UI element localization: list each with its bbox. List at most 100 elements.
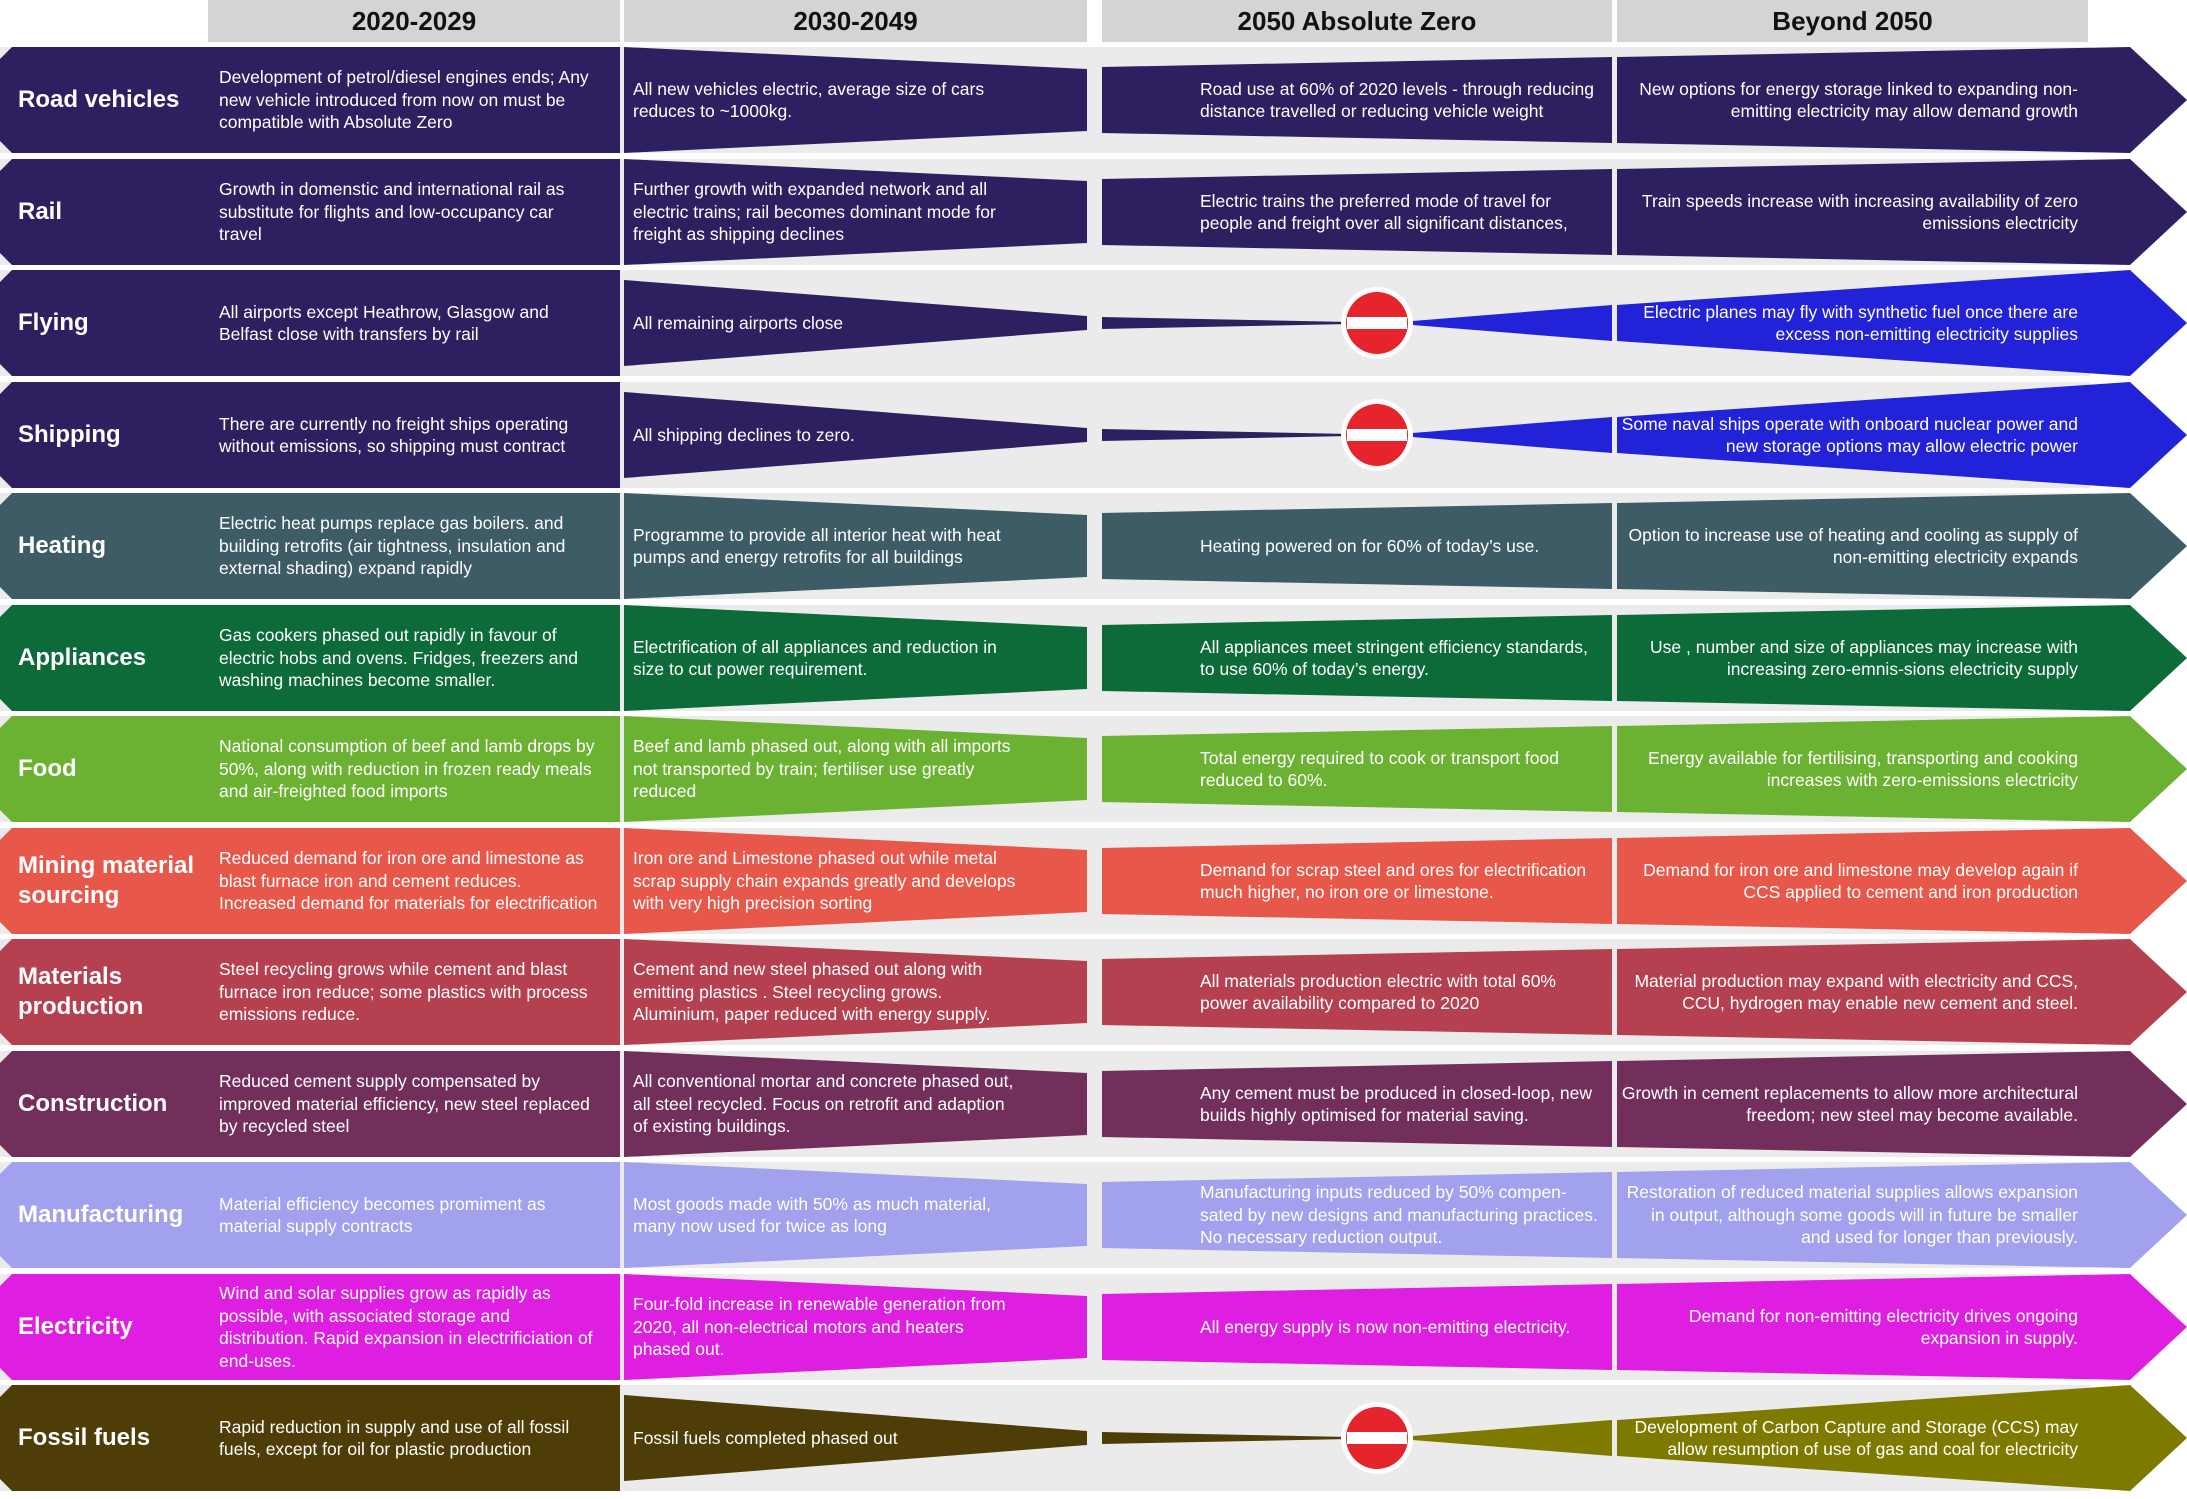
cell-2030-2049: All conventional mortar and concrete pha… [633, 1071, 1014, 1137]
band-segment-beyond-construction [1617, 1051, 2187, 1157]
band-segment-beyond-materials-production [1617, 939, 2187, 1045]
band-segment-beyond-appliances [1617, 605, 2187, 711]
cell-2050 [1200, 270, 1605, 376]
row-label: Rail [18, 198, 63, 225]
band-segment-2030-rail [624, 159, 1087, 265]
cell-beyond-2050: Material production may expand with elec… [1634, 970, 2078, 1014]
row-label: Road vehicles [18, 86, 180, 113]
cell-beyond-2050: Energy available for fertilising, transp… [1648, 747, 2078, 791]
band-segment-2030-heating [624, 493, 1087, 599]
cell-beyond-2050: Some naval ships operate with onboard nu… [1621, 413, 2078, 457]
band-segment-2030-construction [624, 1051, 1087, 1157]
no-entry-icon [1341, 1402, 1413, 1474]
band-segment-2050-mining-material-sourcing [1102, 838, 1612, 924]
row-band-flying [0, 270, 2187, 376]
band-segment-beyond-fossil-fuels [1617, 1385, 2187, 1491]
row-label: Appliances [18, 644, 147, 671]
row-label: Construction [18, 1090, 168, 1117]
no-entry-icon [1341, 287, 1413, 359]
cell-2020-2029: Reduced demand for iron ore and limeston… [219, 848, 598, 914]
band-segment-2050-construction [1102, 1061, 1612, 1147]
row-band-materials-production [0, 939, 2187, 1045]
column-header-2050-absolute-zero: 2050 Absolute Zero [1102, 0, 1612, 42]
cell-2050: Any cement must be produced in closed-lo… [1200, 1082, 1593, 1126]
band-segment-2030-mining-material-sourcing [624, 828, 1087, 934]
band-segment-2050-manufacturing [1102, 1172, 1612, 1258]
cell-2020-2029: Steel recycling grows while cement and b… [219, 959, 588, 1025]
row-band-road-vehicles [0, 47, 2187, 153]
band-segment-2030-appliances [624, 605, 1087, 711]
row-label: Fossil fuels [18, 1424, 151, 1451]
cell-2050: Heating powered on for 60% of today’s us… [1200, 535, 1540, 556]
band-segment-2050-in-fossil-fuels [1102, 1432, 1350, 1444]
cell-2020-2029: Material efficiency becomes promiment as… [219, 1193, 546, 1237]
cell-2020-2029: Reduced cement supply compensated by imp… [219, 1071, 590, 1137]
cell-2020-2029: Growth in domenstic and international ra… [219, 179, 565, 245]
band-segment-2050-food [1102, 726, 1612, 812]
band-segment-2050-in-shipping [1102, 429, 1350, 441]
band-segment-2030-road-vehicles [624, 47, 1087, 153]
cell-2050: Total energy required to cook or transpo… [1200, 747, 1559, 791]
row-band-fossil-fuels [0, 1385, 2187, 1491]
row-band-mining-material-sourcing [0, 828, 2187, 934]
row-label: Food [18, 755, 77, 782]
column-header-2020-2029: 2020-2029 [208, 0, 620, 42]
cell-2030-2049: All new vehicles electric, average size … [633, 78, 985, 122]
cell-2020-2029: Gas cookers phased out rapidly in favour… [219, 625, 578, 691]
cell-2030-2049: Four-fold increase in renewable generati… [633, 1294, 1006, 1360]
band-segment-beyond-manufacturing [1617, 1162, 2187, 1268]
row-band-food [0, 716, 2187, 822]
cell-2030-2049: Most goods made with 50% as much materia… [633, 1193, 991, 1237]
cell-beyond-2050: Train speeds increase with increasing av… [1641, 190, 2078, 234]
cell-beyond-2050: Demand for non-emitting electricity driv… [1688, 1305, 2078, 1349]
cell-beyond-2050: Growth in cement replacements to allow m… [1621, 1082, 2078, 1126]
cell-2050: Road use at 60% of 2020 levels - through… [1200, 78, 1595, 122]
band-segment-2050-in-flying [1102, 317, 1350, 329]
cell-2050: Manufacturing inputs reduced by 50% comp… [1200, 1182, 1598, 1248]
row-label: Shipping [18, 421, 121, 448]
cell-beyond-2050: Option to increase use of heating and co… [1628, 524, 2078, 568]
row-band-rail [0, 159, 2187, 265]
band-segment-beyond-mining-material-sourcing [1617, 828, 2187, 934]
band-segment-2030-shipping [624, 392, 1087, 478]
cell-2030-2049: Electrification of all appliances and re… [633, 636, 997, 680]
cell-2020-2029: National consumption of beef and lamb dr… [219, 736, 595, 802]
row-band-electricity [0, 1274, 2187, 1380]
cell-2030-2049: Fossil fuels completed phased out [633, 1427, 898, 1448]
band-segment-2020-mining-material-sourcing [0, 828, 620, 934]
cell-beyond-2050: Restoration of reduced material supplies… [1626, 1182, 2078, 1248]
band-segment-beyond-food [1617, 716, 2187, 822]
cell-2050: All appliances meet stringent efficiency… [1200, 636, 1588, 680]
cell-2020-2029: Wind and solar supplies grow as rapidly … [219, 1283, 593, 1371]
band-segment-2030-flying [624, 280, 1087, 366]
cell-beyond-2050: Development of Carbon Capture and Storag… [1634, 1416, 2078, 1460]
cell-2030-2049: Beef and lamb phased out, along with all… [633, 736, 1011, 802]
band-segment-2050-appliances [1102, 615, 1612, 701]
band-segment-beyond-shipping [1617, 382, 2187, 488]
band-segment-2050-electricity [1102, 1284, 1612, 1370]
band-segment-2050-heating [1102, 503, 1612, 589]
cell-beyond-2050: Use , number and size of appliances may … [1650, 636, 2078, 680]
cell-2030-2049: All shipping declines to zero. [633, 424, 855, 445]
band-segment-beyond-rail [1617, 159, 2187, 265]
row-label: Manufacturing [18, 1201, 184, 1228]
band-segment-2020-fossil-fuels [0, 1385, 620, 1491]
band-segment-2020-construction [0, 1051, 620, 1157]
row-label: Mining material sourcing [18, 852, 195, 909]
band-segment-2050-out-flying [1400, 305, 1612, 341]
band-segment-2050-out-fossil-fuels [1400, 1420, 1612, 1456]
band-segment-2050-out-shipping [1400, 417, 1612, 453]
band-segment-2020-flying [0, 270, 620, 376]
cell-2030-2049: Iron ore and Limestone phased out while … [633, 848, 1016, 914]
cell-beyond-2050: New options for energy storage linked to… [1639, 78, 2078, 122]
cell-2020-2029: All airports except Heathrow, Glasgow an… [219, 301, 549, 345]
band-segment-2050-road-vehicles [1102, 57, 1612, 143]
band-segment-beyond-flying [1617, 270, 2187, 376]
column-header-beyond-2050: Beyond 2050 [1617, 0, 2088, 42]
band-segment-2030-fossil-fuels [624, 1395, 1087, 1481]
cell-2020-2029: Electric heat pumps replace gas boilers.… [219, 513, 566, 579]
column-header-2030-2049: 2030-2049 [624, 0, 1087, 42]
band-segment-2020-shipping [0, 382, 620, 488]
band-segment-beyond-road-vehicles [1617, 47, 2187, 153]
